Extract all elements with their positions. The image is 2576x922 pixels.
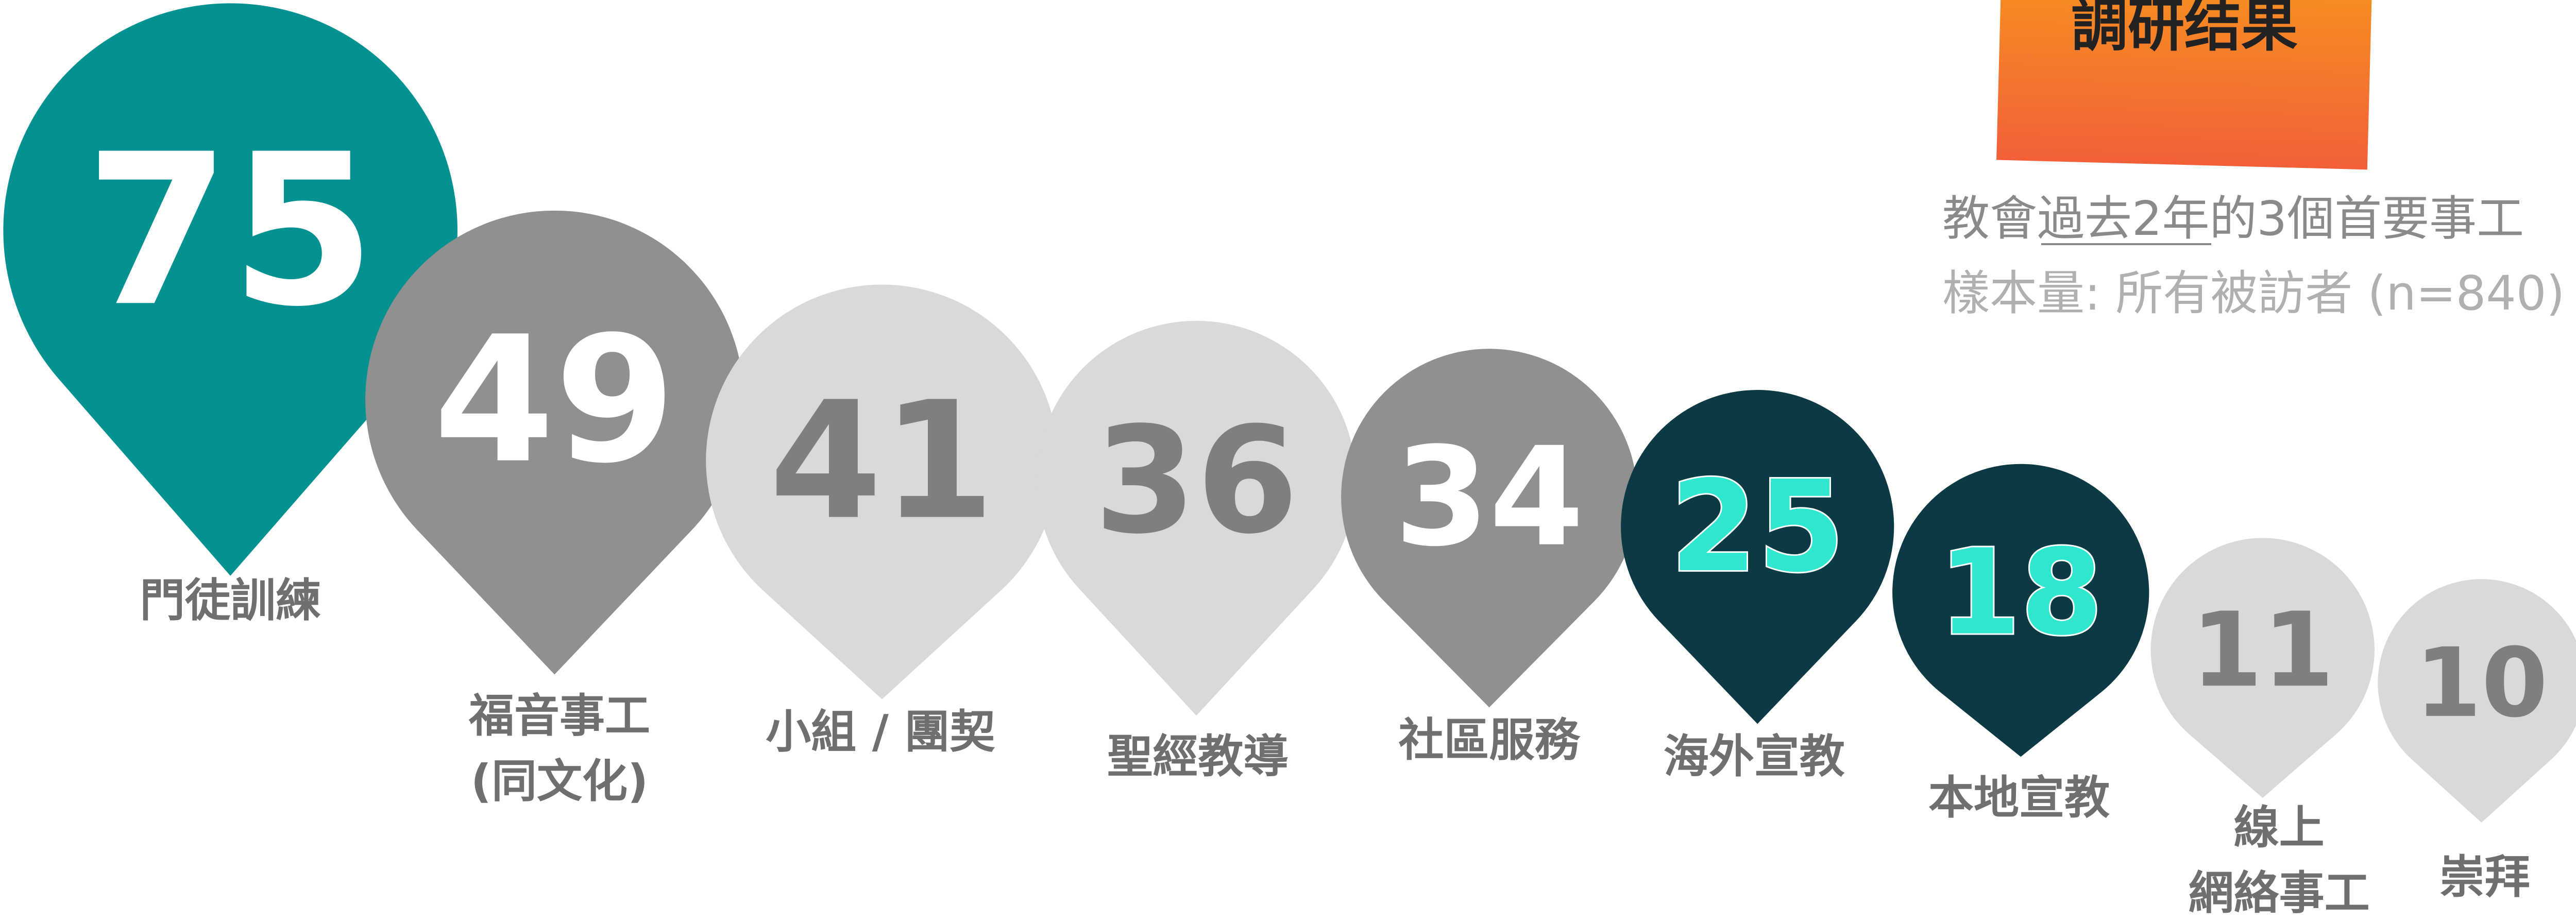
category-label: 門徒訓練	[140, 573, 321, 627]
pin	[2150, 538, 2375, 798]
value-label: 34	[1395, 419, 1584, 577]
subtitle: 教會過去2年的3個首要事工	[1942, 191, 2524, 246]
category-label: 小組 / 團契	[766, 705, 995, 759]
category-label: 聖經教導	[1107, 730, 1289, 783]
value-label: 75	[85, 109, 376, 352]
subtitle: 樣本量: 所有被訪者 (n=840)	[1942, 266, 2565, 321]
pin	[2378, 579, 2576, 823]
category-label: 海外宣教	[1663, 730, 1845, 783]
pin	[3, 3, 457, 576]
value-label: 11	[2191, 591, 2334, 710]
value-label: 49	[433, 299, 675, 502]
pin	[1621, 389, 1894, 724]
pin	[706, 284, 1058, 699]
category-label: 社區服務	[1398, 713, 1580, 767]
pin	[1892, 464, 2149, 757]
pin	[1341, 349, 1638, 708]
category-label: 本地宣教	[1928, 771, 2110, 825]
chart-title: 調研结果	[2071, 0, 2298, 59]
pin	[1037, 320, 1356, 716]
underline	[2041, 243, 2211, 245]
category-label: 崇拜	[2439, 850, 2530, 903]
value-label: 41	[769, 367, 995, 556]
value-label: 10	[2415, 627, 2548, 739]
category-label: 福音事工 (同文化)	[468, 689, 650, 808]
value-label: 25	[1670, 454, 1844, 600]
value-label: 18	[1939, 524, 2103, 662]
category-label: 線上 網絡事工	[2188, 800, 2370, 920]
pin	[365, 210, 744, 675]
value-label: 36	[1094, 396, 1299, 567]
